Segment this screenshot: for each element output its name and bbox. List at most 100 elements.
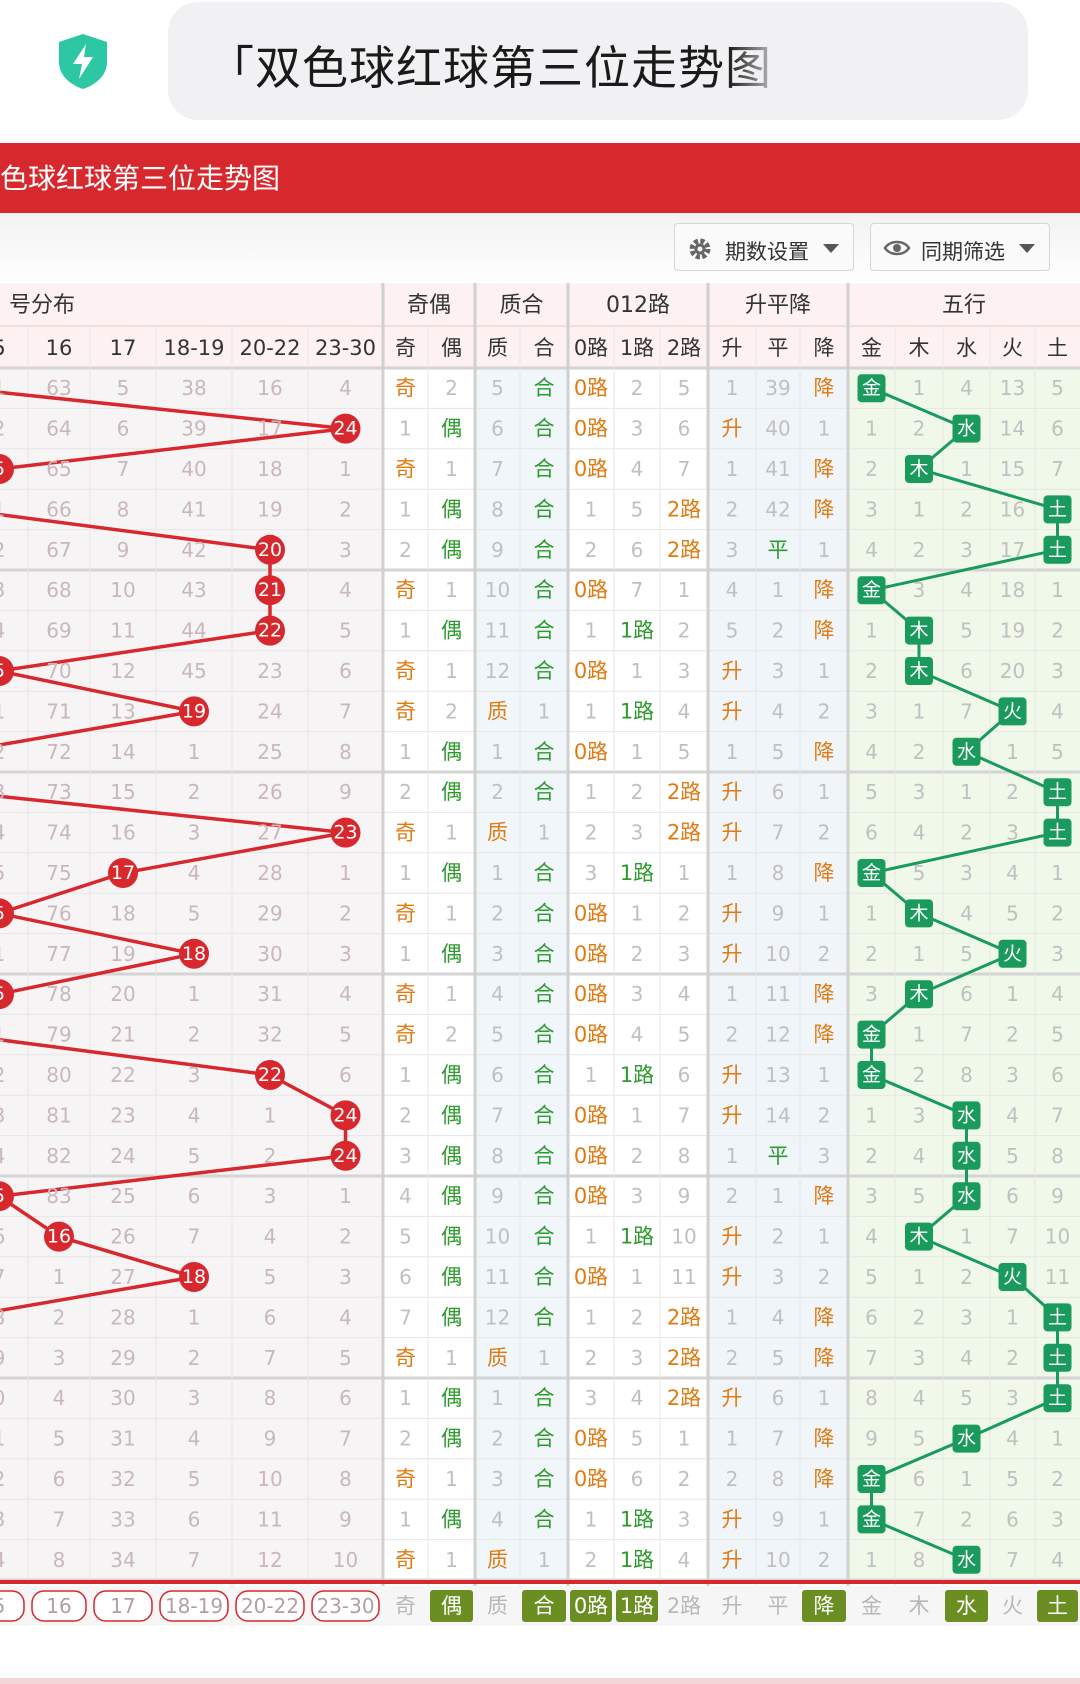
sync-filter-button[interactable]: 同期筛选: [870, 223, 1050, 271]
miss-count: 3: [772, 1265, 785, 1289]
miss-count: 1: [913, 942, 926, 966]
miss-count: 11: [257, 1507, 282, 1531]
trend-value: 降: [814, 1467, 835, 1491]
miss-count: 2: [818, 1103, 831, 1127]
period-settings-button[interactable]: 期数设置: [674, 223, 854, 271]
miss-count: 9: [772, 1507, 785, 1531]
wuxing-label: 水: [957, 1549, 976, 1571]
miss-count: 3: [631, 417, 644, 441]
wuxing-label: 火: [1003, 1266, 1022, 1288]
miss-count: 11: [671, 1265, 696, 1289]
miss-count: 19: [1000, 619, 1025, 643]
miss-count: 8: [772, 1467, 785, 1491]
miss-count: 81: [46, 1103, 71, 1127]
miss-count: 1: [399, 740, 412, 764]
miss-count: 5: [1006, 1467, 1019, 1491]
wuxing-marker: [952, 1182, 981, 1211]
miss-count: 4: [399, 1184, 412, 1208]
miss-count: 7: [117, 457, 130, 481]
wuxing-marker: [905, 980, 933, 1009]
trend-value: 合: [534, 417, 555, 441]
miss-count: 69: [46, 619, 71, 643]
miss-count: 82: [46, 1144, 71, 1168]
trend-value: 0路: [574, 901, 608, 925]
miss-count: 9: [339, 780, 352, 804]
miss-count: 3: [0, 578, 5, 602]
miss-count: 1: [772, 578, 785, 602]
miss-count: 2: [726, 1184, 739, 1208]
miss-count: 7: [1051, 1103, 1064, 1127]
group-header: 升平降: [745, 293, 811, 318]
ball-marker: [179, 938, 209, 969]
miss-count: 2: [0, 417, 5, 441]
miss-count: 6: [1006, 1507, 1019, 1531]
wuxing-marker: [952, 1141, 981, 1170]
miss-count: 3: [0, 780, 5, 804]
miss-count: 4: [865, 740, 878, 764]
miss-count: 1: [818, 1063, 831, 1087]
miss-count: 3: [399, 1144, 412, 1168]
column-header: 18-19: [163, 336, 224, 360]
miss-count: 34: [110, 1548, 135, 1572]
ball-marker: [179, 696, 209, 727]
miss-count: 4: [1006, 861, 1019, 885]
miss-count: 6: [0, 1225, 5, 1249]
miss-count: 2: [339, 1225, 352, 1249]
wuxing-marker: [952, 737, 981, 766]
miss-count: 39: [765, 376, 790, 400]
trend-value: 0路: [574, 1103, 608, 1127]
miss-count: 12: [485, 659, 510, 683]
miss-count: 4: [913, 821, 926, 845]
ball-number: 24: [333, 418, 357, 440]
trend-value: 1路: [620, 1063, 654, 1087]
miss-count: 5: [117, 376, 130, 400]
miss-count: 1: [0, 942, 5, 966]
miss-count: 1: [631, 740, 644, 764]
miss-count: 1: [818, 417, 831, 441]
miss-count: 4: [960, 1346, 973, 1370]
trend-value: 合: [534, 1225, 555, 1249]
ball-number: 19: [182, 700, 206, 722]
miss-count: 67: [46, 538, 71, 562]
miss-count: 4: [960, 901, 973, 925]
shield-lightning-icon[interactable]: [55, 32, 111, 90]
miss-count: 2: [960, 821, 973, 845]
miss-count: 5: [491, 376, 504, 400]
miss-count: 30: [110, 1386, 135, 1410]
select-chip: [430, 1590, 473, 1622]
miss-count: 2: [188, 1346, 201, 1370]
miss-count: 1: [399, 497, 412, 521]
miss-count: 7: [491, 457, 504, 481]
select-ball-button: [0, 1590, 25, 1622]
miss-count: 29: [110, 1346, 135, 1370]
trend-value: 升: [722, 942, 743, 966]
miss-count: 79: [46, 1023, 71, 1047]
miss-count: 5: [960, 942, 973, 966]
miss-count: 6: [339, 659, 352, 683]
column-header: 23-30: [315, 336, 376, 360]
miss-count: 26: [110, 1225, 135, 1249]
url-bar[interactable]: 「双色球红球第三位走势图」: [168, 2, 1028, 120]
miss-count: 9: [264, 1427, 277, 1451]
trend-value: 奇: [395, 457, 416, 481]
miss-count: 1: [1006, 1305, 1019, 1329]
miss-count: 0: [0, 1386, 5, 1410]
select-label: 16: [46, 1594, 71, 1618]
miss-count: 6: [491, 417, 504, 441]
miss-count: 1: [913, 497, 926, 521]
wuxing-marker: [857, 576, 886, 605]
trend-value: 偶: [441, 1063, 462, 1087]
miss-count: 4: [960, 578, 973, 602]
miss-count: 6: [678, 1063, 691, 1087]
trend-value: 升: [722, 1386, 743, 1410]
trend-value: 合: [534, 457, 555, 481]
miss-count: 63: [46, 376, 71, 400]
trend-value: 2路: [667, 780, 701, 804]
miss-count: 6: [53, 1467, 66, 1491]
miss-count: 3: [913, 1103, 926, 1127]
miss-count: 17: [257, 417, 282, 441]
miss-count: 2: [1006, 780, 1019, 804]
trend-value: 合: [534, 659, 555, 683]
trend-value: 质: [487, 1346, 508, 1370]
wuxing-label: 水: [957, 1428, 976, 1450]
